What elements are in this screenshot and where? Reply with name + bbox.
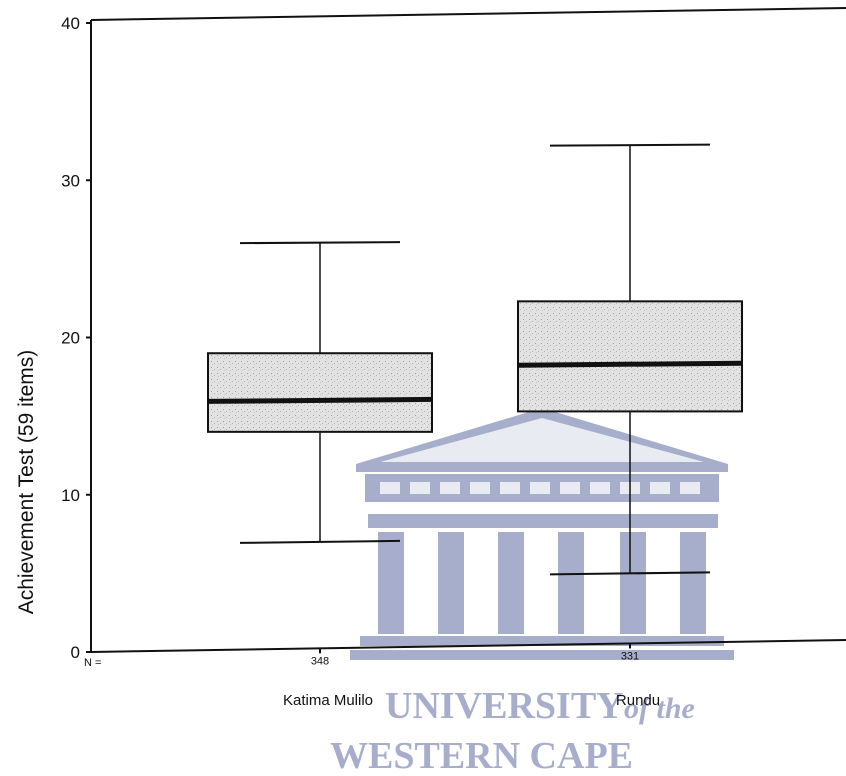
category-label-1: Rundu: [616, 692, 660, 709]
watermark-line1-suffix: of the: [624, 692, 695, 725]
watermark-line2: WESTERN CAPE: [330, 735, 633, 776]
iqr-box-1: [517, 300, 743, 413]
box-series: [207, 143, 743, 576]
top-frame-line: [90, 7, 846, 21]
x-axis-line: [90, 639, 846, 653]
n-prefix-label: N =: [84, 657, 101, 669]
max-cap-0: [239, 241, 401, 245]
watermark-line1: UNIVERSITY: [385, 685, 624, 727]
box-1: [517, 143, 743, 576]
min-cap-0: [239, 539, 401, 544]
median-line-1: [517, 360, 743, 368]
y-axis-title: Achievement Test (59 items): [15, 350, 38, 615]
box-0: [207, 241, 433, 544]
y-tick-label-30: 30: [61, 171, 80, 190]
median-line-0: [207, 396, 433, 404]
n-count-label-0: 348: [311, 655, 329, 667]
category-label-0: Katima Mulilo: [283, 692, 373, 709]
watermark-logo: [350, 408, 734, 660]
max-cap-1: [549, 143, 711, 147]
y-tick-label-0: 0: [71, 643, 80, 662]
iqr-box-0: [207, 352, 433, 433]
y-axis-ticks: 0 10 20 30 40: [61, 14, 91, 662]
n-count-label-1: 331: [621, 650, 639, 662]
x-axis-ticks: 348 Katima Mulilo 331 Rundu: [283, 643, 660, 709]
y-tick-label-20: 20: [61, 329, 80, 348]
y-tick-label-10: 10: [61, 486, 80, 505]
axes: [90, 7, 846, 653]
min-cap-1: [549, 571, 711, 576]
y-tick-label-40: 40: [61, 14, 80, 33]
